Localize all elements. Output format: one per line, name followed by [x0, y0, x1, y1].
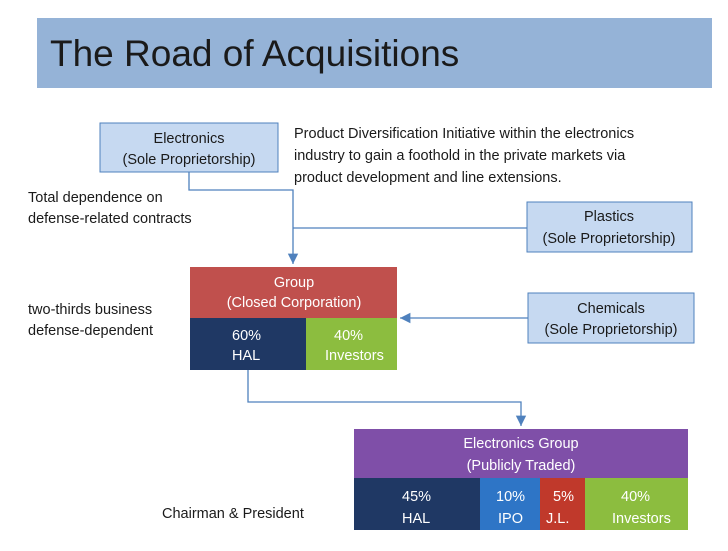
chemicals-box: [527, 292, 695, 344]
node-label: (Sole Proprietorship): [543, 231, 676, 247]
group-box: [190, 267, 397, 318]
node-label: Plastics: [584, 209, 634, 225]
share-box: [190, 318, 306, 370]
connectors: [188, 172, 528, 426]
plastics-box: [526, 201, 693, 253]
share-holder: HAL: [402, 511, 430, 527]
annotation: product development and line extensions.: [294, 170, 562, 186]
share-box: [540, 478, 585, 530]
share-box: [480, 478, 540, 530]
share-value: 45%: [402, 489, 431, 505]
electronics-group-box: [354, 429, 688, 478]
electronics-box: [99, 122, 279, 173]
annotation: defense-dependent: [28, 323, 153, 339]
share-value: 60%: [232, 328, 261, 344]
annotation: Chairman & President: [162, 506, 304, 522]
share-box: [585, 478, 688, 530]
share-value: 40%: [621, 489, 650, 505]
share-holder: J.L.: [546, 511, 569, 527]
annotation: Total dependence on: [28, 190, 163, 206]
share-value: 40%: [334, 328, 363, 344]
annotation: industry to gain a foothold in the priva…: [294, 148, 626, 164]
node-label: Electronics: [154, 131, 225, 147]
share-holder: Investors: [325, 348, 384, 364]
title: The Road of Acquisitions: [50, 33, 459, 74]
node-label: Group: [274, 275, 314, 291]
annotation: Product Diversification Initiative withi…: [294, 126, 634, 142]
node-label: Chemicals: [577, 301, 645, 317]
annotation: two-thirds business: [28, 302, 152, 318]
share-holder: IPO: [498, 511, 523, 527]
node-label: (Closed Corporation): [227, 295, 362, 311]
annotation: defense-related contracts: [28, 211, 192, 227]
share-holder: HAL: [232, 348, 260, 364]
share-value: 5%: [553, 489, 574, 505]
share-box: [354, 478, 480, 530]
title-banner: [37, 18, 712, 88]
node-label: Electronics Group: [463, 436, 578, 452]
node-label: (Sole Proprietorship): [123, 152, 256, 168]
share-value: 10%: [496, 489, 525, 505]
node-label: (Sole Proprietorship): [545, 322, 678, 338]
share-holder: Investors: [612, 511, 671, 527]
node-label: (Publicly Traded): [467, 458, 576, 474]
share-box: [306, 318, 397, 370]
